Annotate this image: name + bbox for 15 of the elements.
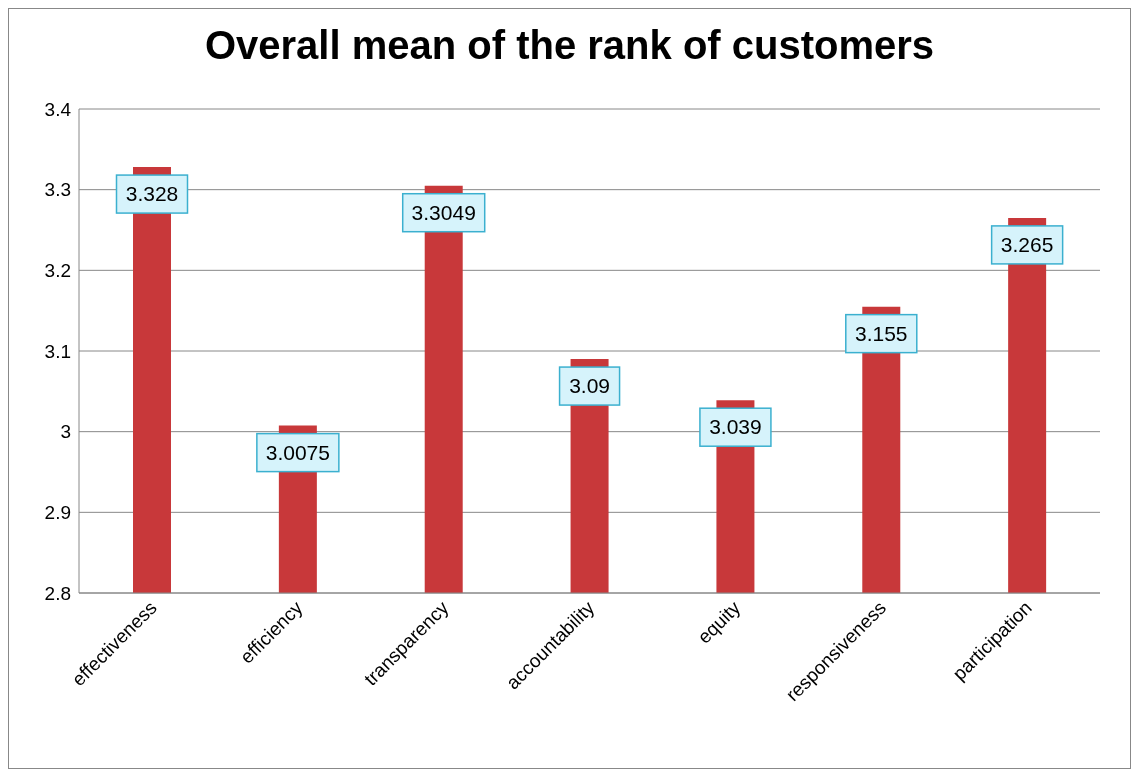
chart-title: Overall mean of the rank of customers xyxy=(203,22,936,69)
data-label: 3.328 xyxy=(125,182,179,206)
data-label: 3.039 xyxy=(709,415,762,439)
data-label: 3.3049 xyxy=(411,200,476,224)
data-label: 3.09 xyxy=(569,374,611,398)
y-tick-label: 2.8 xyxy=(44,582,71,604)
data-label: 3.0075 xyxy=(265,440,330,464)
y-tick-label: 3.4 xyxy=(44,98,72,120)
y-tick-label: 3.3 xyxy=(44,179,71,201)
y-tick-label: 3 xyxy=(60,421,71,443)
data-label: 3.155 xyxy=(855,321,908,345)
y-tick-label: 2.9 xyxy=(44,502,71,524)
y-tick-label: 3.2 xyxy=(44,260,71,282)
data-label: 3.265 xyxy=(1000,232,1054,256)
y-tick-label: 3.1 xyxy=(44,340,71,362)
